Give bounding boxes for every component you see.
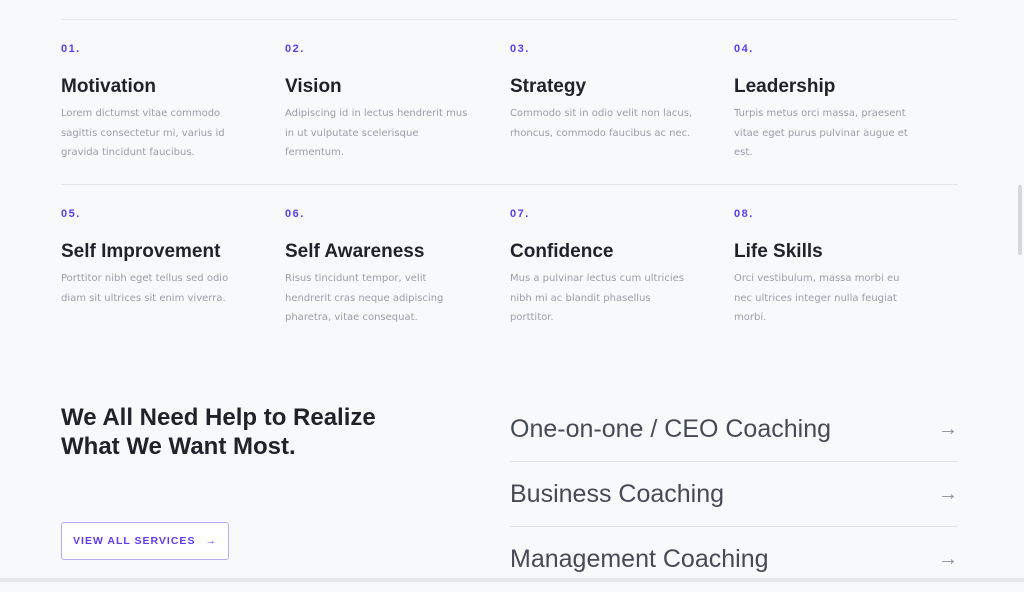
feature-item: 05. Self Improvement Porttitor nibh eget… xyxy=(61,208,261,304)
feature-description: Lorem dictumst vitae commodo sagittis co… xyxy=(61,108,225,158)
feature-item: 08. Life Skills Orci vestibulum, massa m… xyxy=(734,208,934,323)
service-link-business-coaching[interactable]: Business Coaching → xyxy=(510,462,958,527)
service-label: Business Coaching xyxy=(510,480,725,508)
section-heading: We All Need Help to Realize What We Want… xyxy=(61,404,376,460)
feature-number: 06. xyxy=(285,208,305,220)
feature-title: Confidence xyxy=(510,241,614,262)
divider xyxy=(510,526,958,527)
bottom-bar xyxy=(0,578,1024,582)
service-link-management-coaching[interactable]: Management Coaching → xyxy=(510,527,958,592)
feature-item: 02. Vision Adipiscing id in lectus hendr… xyxy=(285,43,485,158)
feature-item: 06. Self Awareness Risus tincidunt tempo… xyxy=(285,208,485,323)
feature-number: 07. xyxy=(510,208,530,220)
feature-number: 02. xyxy=(285,43,305,55)
feature-title: Motivation xyxy=(61,76,156,97)
feature-title: Leadership xyxy=(734,76,836,97)
feature-number: 03. xyxy=(510,43,530,55)
feature-description: Commodo sit in odio velit non lacus, rho… xyxy=(510,108,693,139)
feature-description: Porttitor nibh eget tellus sed odio diam… xyxy=(61,273,229,304)
feature-description: Turpis metus orci massa, praesent vitae … xyxy=(734,108,908,158)
feature-item: 03. Strategy Commodo sit in odio velit n… xyxy=(510,43,710,139)
feature-number: 01. xyxy=(61,43,81,55)
scrollbar-thumb[interactable] xyxy=(1018,185,1022,255)
arrow-right-icon: → xyxy=(938,418,958,440)
feature-number: 08. xyxy=(734,208,754,220)
service-label: One-on-one / CEO Coaching xyxy=(510,415,832,443)
feature-description: Orci vestibulum, massa morbi eu nec ultr… xyxy=(734,273,900,323)
feature-item: 07. Confidence Mus a pulvinar lectus cum… xyxy=(510,208,710,323)
service-link-ceo-coaching[interactable]: One-on-one / CEO Coaching → xyxy=(510,397,958,462)
feature-title: Vision xyxy=(285,76,342,97)
service-label: Management Coaching xyxy=(510,545,769,573)
feature-title: Self Improvement xyxy=(61,241,221,262)
feature-title: Strategy xyxy=(510,76,587,97)
feature-number: 05. xyxy=(61,208,81,220)
feature-description: Risus tincidunt tempor, velit hendrerit … xyxy=(285,273,444,323)
view-all-services-button[interactable]: VIEW ALL SERVICES → xyxy=(61,522,229,560)
divider xyxy=(61,19,958,20)
arrow-right-icon: → xyxy=(938,483,958,505)
feature-number: 04. xyxy=(734,43,754,55)
feature-description: Mus a pulvinar lectus cum ultricies nibh… xyxy=(510,273,684,323)
arrow-right-icon: → xyxy=(938,548,958,570)
feature-title: Life Skills xyxy=(734,241,823,262)
arrow-right-icon: → xyxy=(205,535,217,547)
feature-description: Adipiscing id in lectus hendrerit mus in… xyxy=(285,108,468,158)
feature-item: 01. Motivation Lorem dictumst vitae comm… xyxy=(61,43,261,158)
divider xyxy=(510,461,958,462)
divider xyxy=(61,184,958,185)
feature-title: Self Awareness xyxy=(285,241,425,262)
button-label: VIEW ALL SERVICES xyxy=(73,535,196,547)
feature-item: 04. Leadership Turpis metus orci massa, … xyxy=(734,43,934,158)
